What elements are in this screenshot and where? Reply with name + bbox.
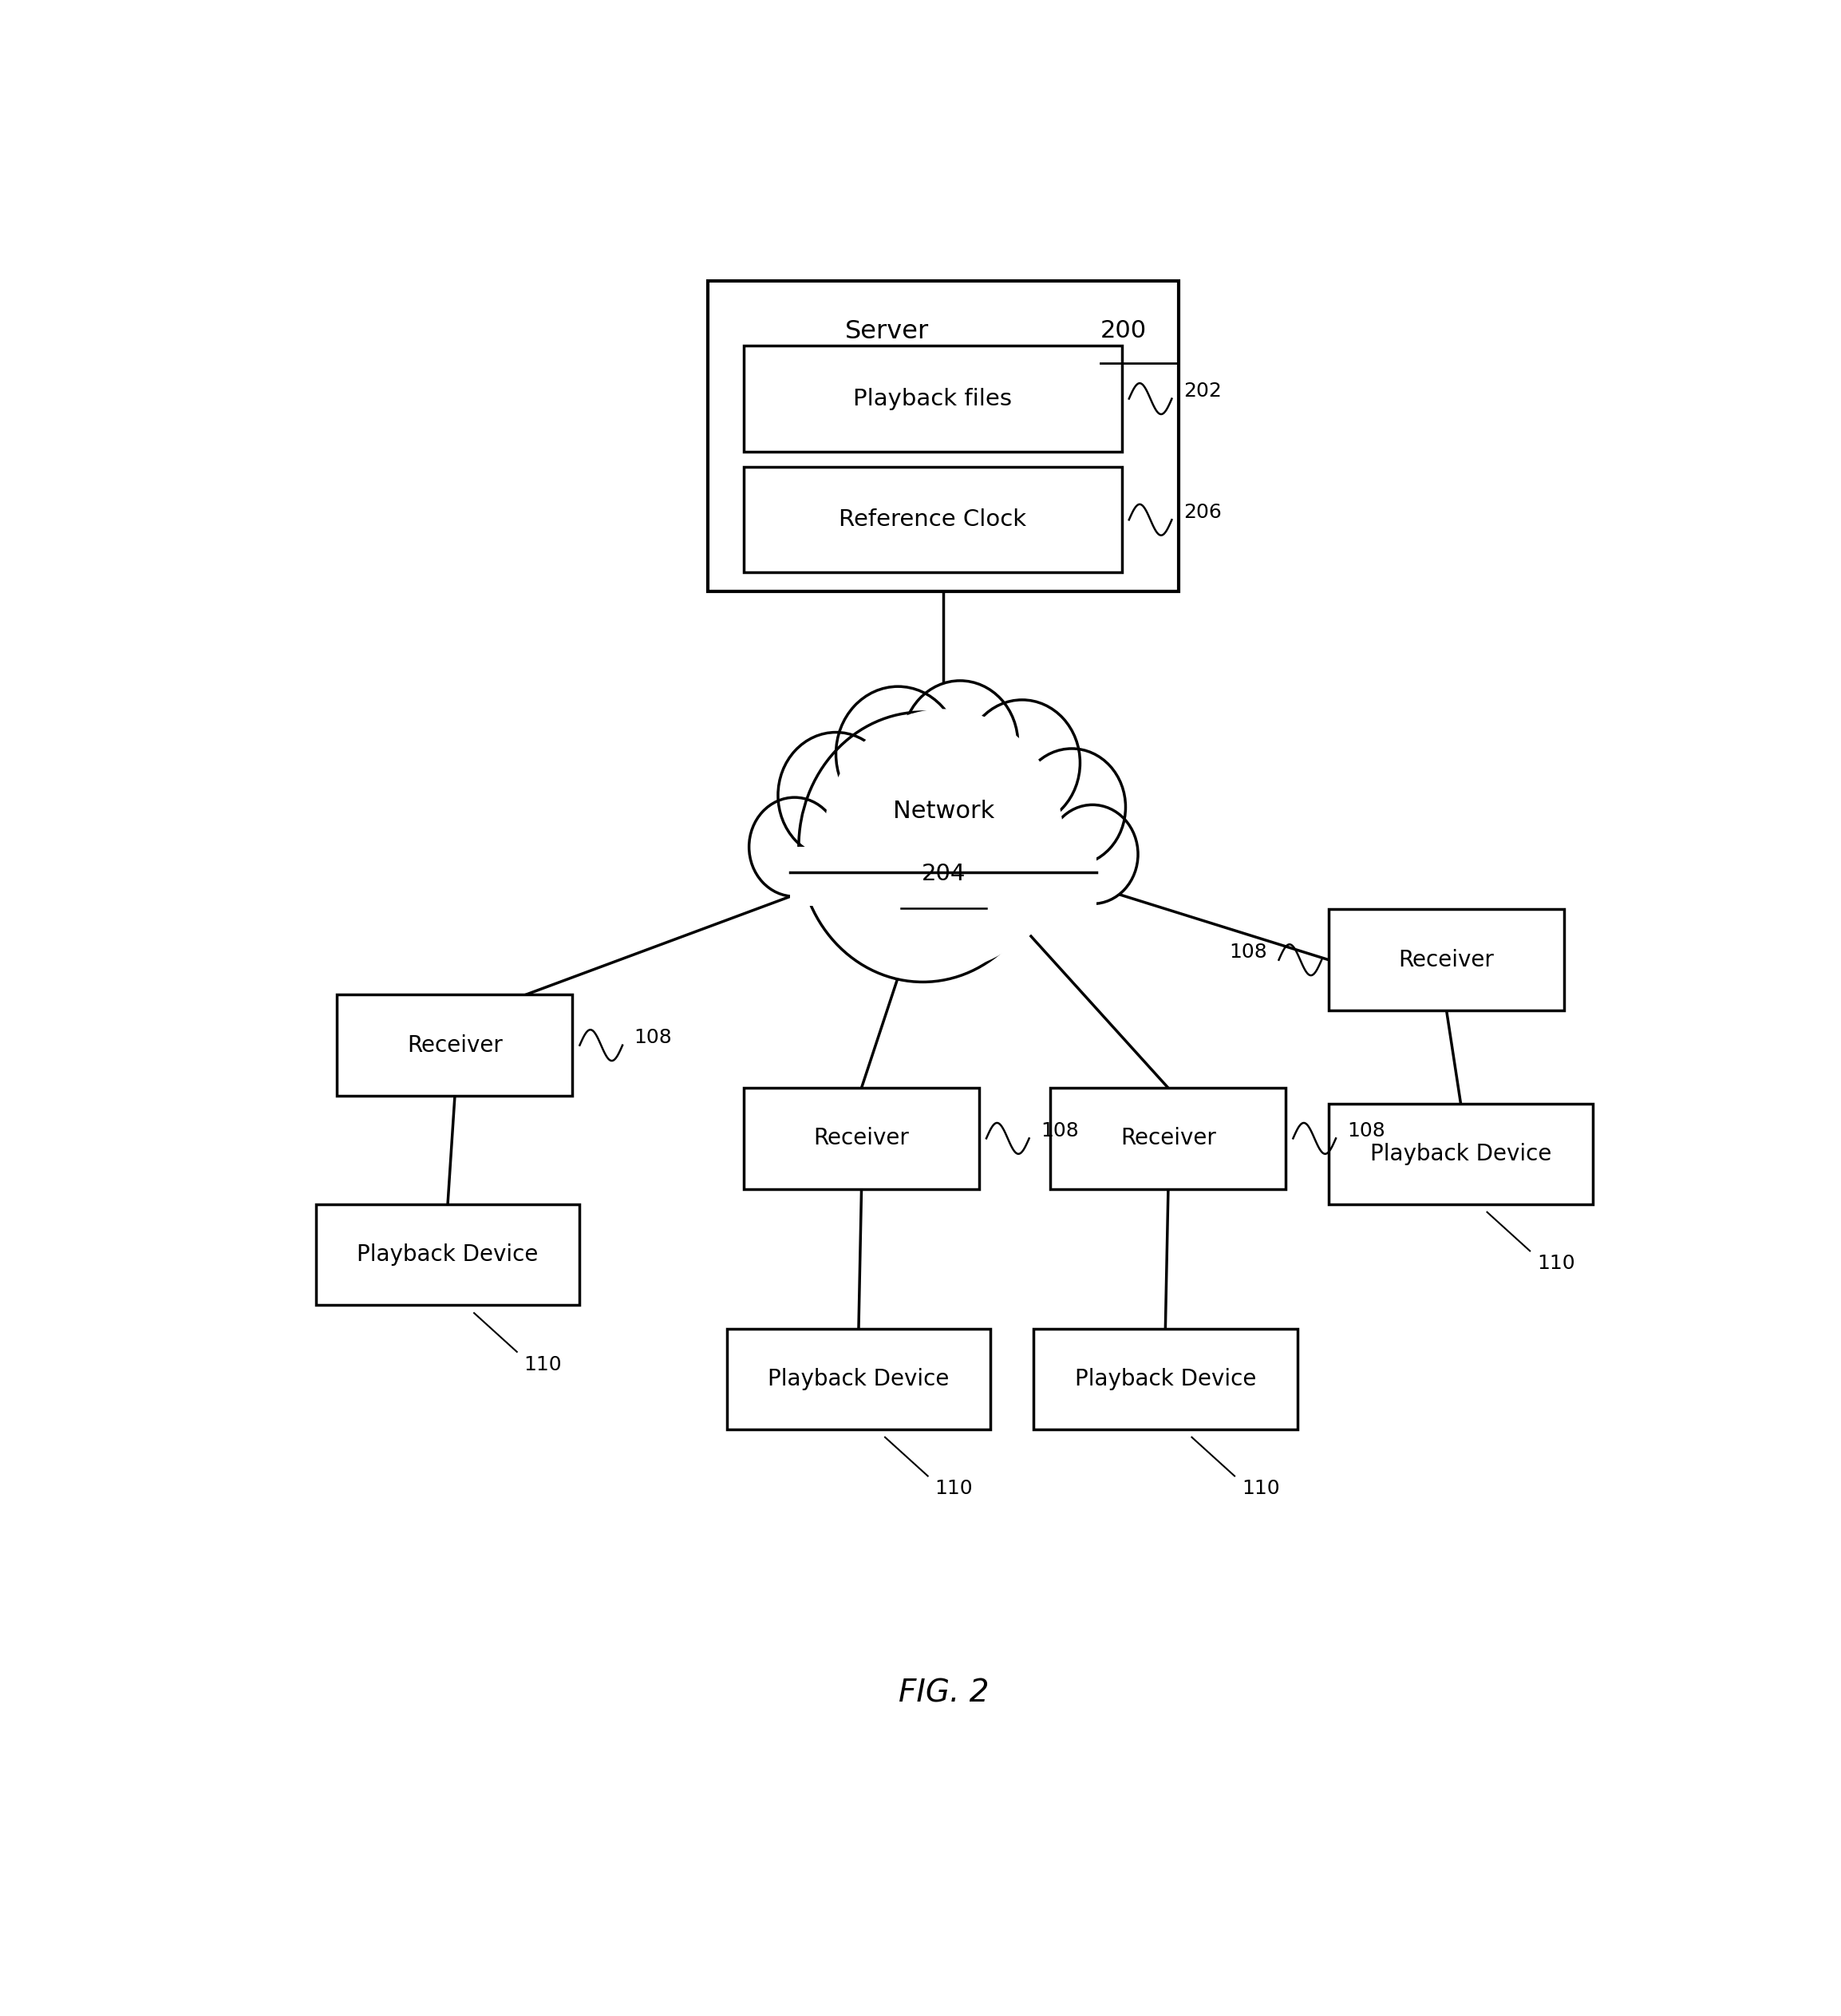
Text: FIG. 2: FIG. 2 [898, 1677, 989, 1708]
Text: 110: 110 [1537, 1254, 1576, 1274]
Text: Receiver: Receiver [407, 1034, 503, 1056]
Text: Playback Device: Playback Device [768, 1367, 950, 1391]
FancyBboxPatch shape [317, 1204, 580, 1304]
Circle shape [965, 700, 1081, 827]
Text: 200: 200 [1101, 319, 1147, 343]
Text: Network: Network [893, 800, 994, 823]
FancyBboxPatch shape [744, 1089, 979, 1189]
Circle shape [836, 687, 959, 823]
Text: 204: 204 [920, 863, 967, 885]
Text: 108: 108 [1040, 1121, 1079, 1141]
Text: 108: 108 [633, 1028, 672, 1046]
FancyBboxPatch shape [727, 1329, 990, 1429]
Circle shape [799, 712, 1048, 982]
Text: 108: 108 [1230, 943, 1267, 962]
FancyBboxPatch shape [1033, 1329, 1298, 1429]
Text: Receiver: Receiver [1121, 1127, 1217, 1149]
Text: 110: 110 [1241, 1480, 1279, 1498]
Text: 110: 110 [525, 1355, 562, 1375]
Text: Playback Device: Playback Device [1370, 1143, 1552, 1165]
Circle shape [779, 732, 895, 859]
FancyBboxPatch shape [337, 994, 573, 1097]
FancyBboxPatch shape [744, 468, 1121, 573]
Text: Playback Device: Playback Device [357, 1244, 538, 1266]
Circle shape [1048, 804, 1138, 903]
Circle shape [749, 798, 839, 897]
Circle shape [1018, 748, 1125, 865]
Text: 202: 202 [1184, 381, 1221, 401]
Text: 110: 110 [935, 1480, 972, 1498]
Circle shape [823, 710, 1064, 970]
Text: Receiver: Receiver [814, 1127, 909, 1149]
Circle shape [902, 681, 1018, 806]
Text: Playback Device: Playback Device [1075, 1367, 1256, 1391]
FancyBboxPatch shape [744, 347, 1121, 452]
FancyBboxPatch shape [1051, 1089, 1285, 1189]
Text: 108: 108 [1348, 1121, 1386, 1141]
FancyBboxPatch shape [1329, 1103, 1592, 1204]
Text: Reference Clock: Reference Clock [839, 508, 1027, 530]
FancyBboxPatch shape [709, 280, 1178, 591]
Bar [790, 847, 1097, 905]
Text: Server: Server [845, 319, 930, 345]
Text: Playback files: Playback files [854, 387, 1013, 409]
Text: 206: 206 [1184, 502, 1221, 522]
FancyBboxPatch shape [1329, 909, 1565, 1010]
Text: Receiver: Receiver [1399, 950, 1495, 972]
